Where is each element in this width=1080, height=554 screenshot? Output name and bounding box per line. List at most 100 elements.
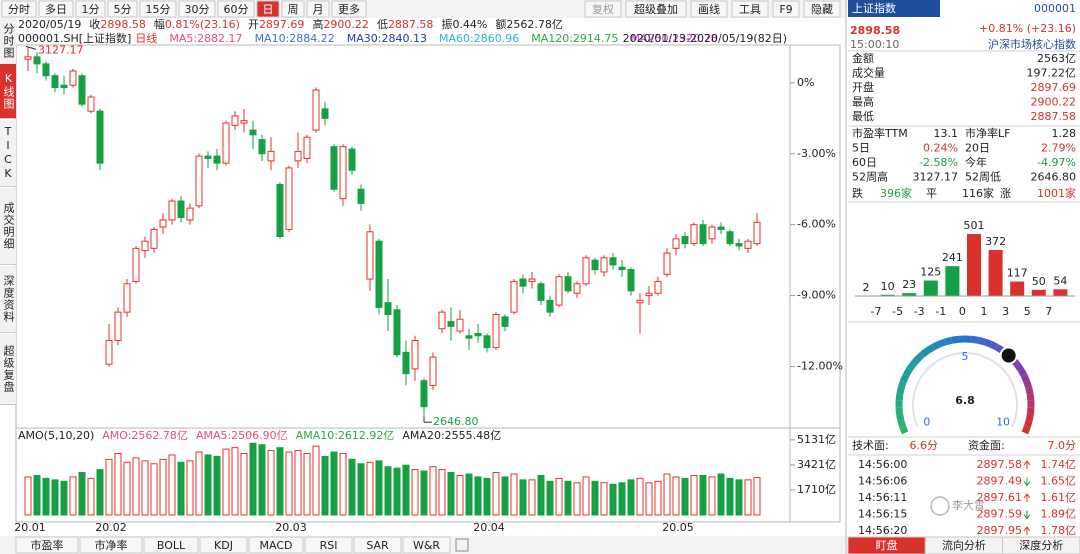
distribution-axis-label: 1: [981, 305, 988, 318]
volume-bar: [483, 477, 491, 516]
candle-body: [708, 226, 716, 240]
toolbar-button[interactable]: [38, 0, 74, 18]
toolbar-button-label[interactable]: 隐藏: [811, 3, 833, 16]
x-tick-label: 20.02: [95, 521, 127, 534]
toolbar-button[interactable]: [331, 0, 367, 18]
toolbar-button[interactable]: [803, 0, 841, 18]
gauge-tick-label: 10: [996, 416, 1010, 429]
toolbar-button-label[interactable]: 30分: [185, 3, 210, 16]
quote-label: 最低: [852, 110, 874, 123]
candle-body: [132, 247, 140, 282]
quote-label: 最高: [852, 95, 874, 109]
volume-bar: [321, 455, 329, 516]
volume-bar: [42, 477, 50, 516]
candle-body: [276, 183, 284, 237]
toolbar-button-label[interactable]: 15分: [146, 3, 171, 16]
bottom-tab-label[interactable]: W&R: [413, 539, 440, 552]
toolbar-button-label[interactable]: 工具: [739, 3, 761, 16]
volume-bar: [609, 483, 617, 516]
volume-bar: [240, 453, 248, 516]
add-tab-icon[interactable]: [455, 538, 469, 552]
bottom-tab[interactable]: [199, 536, 248, 554]
toolbar-button[interactable]: [690, 0, 728, 18]
bottom-tab-label[interactable]: 市净率: [95, 538, 128, 552]
toolbar-button-label[interactable]: 画线: [698, 2, 720, 16]
panel-tab-label[interactable]: 深度分析: [1019, 538, 1063, 552]
quote-label: 52周高: [852, 170, 888, 184]
toolbar-button-label[interactable]: 超级叠加: [634, 2, 678, 16]
toolbar-button-label[interactable]: 月: [313, 3, 324, 16]
toolbar-button-label[interactable]: 更多: [338, 2, 360, 16]
gauge-arc: [937, 338, 947, 348]
side-tab[interactable]: K线图: [0, 64, 16, 119]
trade-arrow: [1023, 510, 1031, 520]
toolbar-button-label[interactable]: 多日: [45, 2, 67, 16]
candle-body: [204, 155, 212, 159]
gauge-arc: [1025, 386, 1034, 395]
toolbar-button-label[interactable]: 1分: [82, 3, 100, 16]
bottom-tab-label[interactable]: 市盈率: [31, 538, 64, 552]
toolbar-button-label[interactable]: F9: [779, 3, 792, 16]
toolbar-button[interactable]: [731, 0, 769, 18]
candle-body: [375, 240, 383, 308]
side-tab[interactable]: 深度资料: [0, 266, 16, 333]
toolbar-button-label[interactable]: 周: [288, 3, 299, 16]
side-tab[interactable]: TICK: [0, 120, 16, 187]
gauge-value: 6.8: [955, 394, 975, 407]
side-tab[interactable]: 超级复盘: [0, 334, 16, 405]
candle-body: [321, 108, 329, 119]
toolbar-button[interactable]: [107, 0, 138, 18]
candle-body: [600, 257, 608, 273]
gauge-arc: [897, 380, 907, 389]
bottom-tab-label[interactable]: KDJ: [214, 539, 233, 552]
date-range: 2020/01/13-2020/05/19(82日): [623, 32, 787, 45]
info-value: 0.81%(23.16): [165, 18, 240, 31]
candle-body: [510, 280, 518, 313]
gauge-arc: [1023, 419, 1033, 428]
candle-body: [717, 226, 725, 230]
toolbar-button[interactable]: [139, 0, 177, 18]
toolbar-button-label[interactable]: 复权: [592, 2, 614, 16]
distribution-bar: [945, 266, 960, 296]
volume-bar: [708, 476, 716, 516]
bottom-tab[interactable]: [304, 536, 353, 554]
quote-time: 15:00:10: [850, 38, 899, 51]
candle-body: [294, 150, 302, 162]
toolbar-button[interactable]: [1, 0, 37, 18]
side-tab[interactable]: 成交明细: [0, 188, 16, 265]
toolbar-button[interactable]: [217, 0, 255, 18]
toolbar-button-label[interactable]: 5分: [114, 3, 132, 16]
bottom-tab-label[interactable]: RSI: [320, 539, 338, 552]
panel-tab-label[interactable]: 盯盘: [876, 538, 898, 552]
breadth-value: 1001家: [1037, 186, 1076, 200]
bottom-tab[interactable]: [353, 536, 402, 554]
distribution-value: 54: [1053, 274, 1067, 287]
toolbar-button[interactable]: [584, 0, 622, 18]
toolbar-button[interactable]: [178, 0, 216, 18]
toolbar-button[interactable]: [306, 0, 330, 18]
toolbar-button[interactable]: [281, 0, 305, 18]
bottom-tab-label[interactable]: MACD: [260, 539, 293, 552]
side-tab[interactable]: 分时图: [0, 18, 16, 65]
toolbar-button[interactable]: [625, 0, 687, 18]
toolbar-button-label[interactable]: 分时: [8, 3, 30, 16]
gauge-arc: [951, 335, 959, 344]
bottom-tab[interactable]: [143, 536, 199, 554]
y-tick-label: -3.00%: [797, 147, 836, 160]
bottom-tab[interactable]: [402, 536, 451, 554]
toolbar-button[interactable]: [256, 0, 280, 18]
toolbar-button-label[interactable]: 日: [263, 3, 274, 16]
bottom-tab[interactable]: [15, 536, 79, 554]
y-tick-label: -6.00%: [797, 218, 836, 231]
toolbar-button-label[interactable]: 60分: [224, 3, 249, 16]
toolbar-button[interactable]: [75, 0, 106, 18]
bottom-tab[interactable]: [79, 536, 143, 554]
quote-tag: 沪深市场核心指数: [988, 37, 1076, 51]
volume-bar: [636, 477, 644, 516]
bottom-tab-label[interactable]: SAR: [366, 539, 389, 552]
volume-bar: [303, 453, 311, 516]
toolbar-button[interactable]: [772, 0, 800, 18]
bottom-tab-label[interactable]: BOLL: [157, 539, 186, 552]
bottom-tab[interactable]: [248, 536, 304, 554]
panel-tab-label[interactable]: 流向分析: [942, 538, 986, 552]
